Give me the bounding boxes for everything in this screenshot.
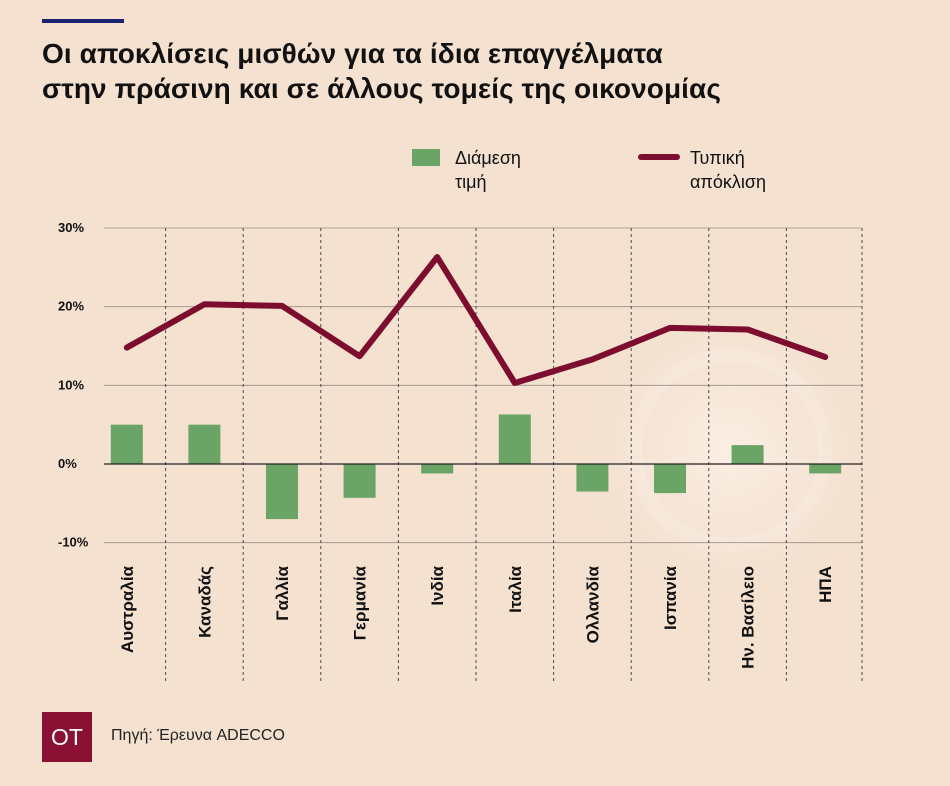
chart-title: Οι αποκλίσεις μισθών για τα ίδια επαγγέλ… <box>42 36 721 106</box>
bar-9 <box>809 464 842 474</box>
bar-3 <box>343 464 376 498</box>
category-label-8: Ην. Βασίλειο <box>739 566 758 669</box>
source-note: Πηγή: Έρευνα ADECCO <box>111 727 285 744</box>
label-layer: 30% 20% 10% 0% -10% Αυστραλία Καναδάς Γαλλία Γερ… <box>58 220 835 669</box>
bar-6 <box>576 464 609 492</box>
title-accent-rule <box>42 19 124 23</box>
y-tick-label-4: -10% <box>58 535 89 550</box>
bar-0 <box>110 424 143 464</box>
category-label-4: Ινδία <box>428 565 447 605</box>
category-label-1: Καναδάς <box>195 566 214 638</box>
category-label-6: Ολλανδία <box>583 565 602 643</box>
bar-2 <box>266 464 298 520</box>
title-line-1: Οι αποκλίσεις μισθών για τα ίδια επαγγέλ… <box>42 38 663 69</box>
bar-7 <box>654 464 686 494</box>
legend-label-stddev: Τυπική απόκλιση <box>690 148 766 192</box>
legend-swatch-stddev <box>638 154 680 160</box>
bar-8 <box>731 445 764 464</box>
y-tick-label-0: 30% <box>58 220 84 235</box>
y-tick-label-2: 10% <box>58 377 84 392</box>
publisher-logo: OT <box>42 712 92 762</box>
category-label-0: Αυστραλία <box>118 565 137 653</box>
category-label-9: ΗΠΑ <box>816 566 835 603</box>
y-tick-label-1: 20% <box>58 299 84 314</box>
bar-4 <box>421 464 454 474</box>
category-label-2: Γαλλία <box>273 565 292 620</box>
background-halo <box>570 290 890 610</box>
bar-1 <box>188 424 221 464</box>
bar-layer <box>110 414 842 520</box>
bar-5 <box>498 414 531 464</box>
category-label-3: Γερμανία <box>351 565 370 640</box>
legend-swatch-median <box>412 149 440 166</box>
y-tick-label-3: 0% <box>58 456 77 471</box>
line-layer <box>123 254 829 386</box>
legend-label-median: Διάμεση τιμή <box>455 148 521 192</box>
category-label-7: Ισπανία <box>661 565 680 630</box>
background-ring <box>628 348 832 552</box>
stddev-line <box>123 254 829 386</box>
title-line-2: στην πράσινη και σε άλλους τομείς της οι… <box>42 73 722 104</box>
category-label-5: Ιταλία <box>506 565 525 612</box>
